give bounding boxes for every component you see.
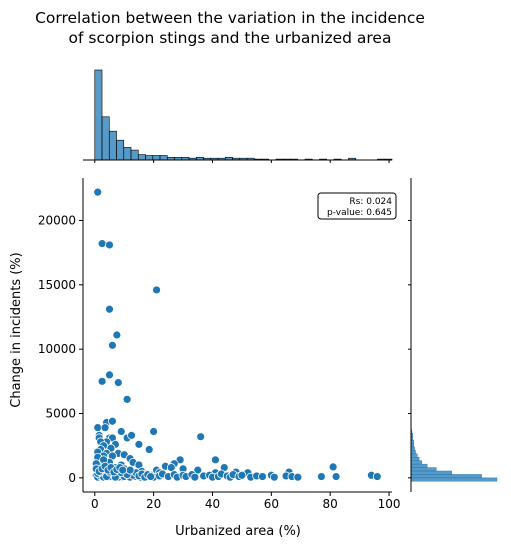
- data-point: [196, 432, 206, 442]
- data-point: [149, 427, 159, 436]
- x-hist-bar: [101, 116, 110, 161]
- data-point: [237, 470, 247, 480]
- y-hist-bar: [410, 477, 498, 482]
- x-hist-bar: [137, 154, 146, 161]
- x-tick-label: 100: [378, 497, 401, 511]
- data-point: [125, 465, 135, 475]
- y-hist-bar: [410, 446, 415, 451]
- x-tick-label: 80: [323, 497, 338, 511]
- annotation-rs: Rs: 0.024: [349, 197, 392, 207]
- x-hist-bar: [116, 139, 125, 161]
- x-hist-bar: [152, 155, 161, 161]
- y-hist-bar: [410, 467, 437, 472]
- x-hist-bar: [108, 130, 117, 161]
- scatter-points: [91, 187, 382, 482]
- data-point: [190, 472, 200, 482]
- x-hist-bar: [123, 147, 132, 161]
- scatter-axes: 0 20 40 60 80 100 0 5000 10000 15000 20000: [38, 178, 401, 511]
- data-point: [105, 304, 114, 314]
- x-hist-bar: [145, 155, 154, 161]
- y-tick-label: 0: [68, 471, 76, 485]
- chart-title-line1: Correlation between the variation in the…: [35, 9, 425, 27]
- x-tick-label: 60: [264, 497, 279, 511]
- x-tick-label: 0: [91, 497, 99, 511]
- y-tick-label: 20000: [38, 213, 76, 227]
- data-point: [127, 430, 136, 440]
- x-tick-label: 40: [205, 497, 220, 511]
- data-point: [146, 472, 156, 481]
- data-point: [152, 285, 161, 295]
- data-point: [372, 472, 382, 481]
- data-point: [108, 340, 117, 350]
- x-axis-label: Urbanized area (%): [175, 524, 301, 539]
- data-point: [105, 370, 114, 380]
- data-point: [112, 330, 122, 340]
- y-tick-label: 10000: [38, 342, 76, 356]
- x-hist-bar: [94, 69, 103, 161]
- x-marginal-histogram: [83, 69, 393, 163]
- x-tick-label: 20: [146, 497, 161, 511]
- data-point: [258, 472, 267, 481]
- data-point: [108, 416, 117, 426]
- stats-annotation: Rs: 0.024 p-value: 0.645: [317, 192, 397, 220]
- data-point: [113, 378, 123, 388]
- data-point: [328, 462, 338, 472]
- y-hist-bar: [410, 470, 452, 475]
- y-hist-bar: [410, 453, 418, 458]
- data-point: [134, 439, 144, 449]
- data-point: [118, 465, 128, 475]
- data-point: [293, 472, 303, 482]
- y-hist-bar: [410, 474, 482, 479]
- data-point: [211, 455, 220, 465]
- y-tick-label: 5000: [45, 407, 76, 421]
- y-hist-bar: [410, 463, 428, 468]
- data-point: [93, 187, 103, 197]
- y-hist-bar: [410, 460, 423, 465]
- data-point: [105, 240, 114, 250]
- x-hist-bar: [130, 149, 139, 161]
- data-point: [269, 472, 279, 482]
- data-point: [97, 239, 107, 249]
- chart-title-line2: of scorpion stings and the urbanized are…: [68, 29, 392, 47]
- data-point: [144, 445, 154, 454]
- data-point: [97, 376, 107, 386]
- data-point: [331, 472, 341, 481]
- y-axis-label: Change in incidents (%): [9, 252, 24, 408]
- data-point: [100, 423, 110, 433]
- data-point: [122, 394, 132, 404]
- data-point: [93, 423, 103, 433]
- y-marginal-histogram: [408, 178, 498, 492]
- y-hist-bar: [410, 457, 420, 461]
- data-point: [316, 472, 326, 481]
- y-hist-bar: [410, 450, 416, 455]
- annotation-pvalue: p-value: 0.645: [327, 208, 392, 218]
- x-hist-bar: [159, 155, 168, 161]
- data-point: [116, 427, 126, 436]
- y-tick-label: 15000: [38, 278, 76, 292]
